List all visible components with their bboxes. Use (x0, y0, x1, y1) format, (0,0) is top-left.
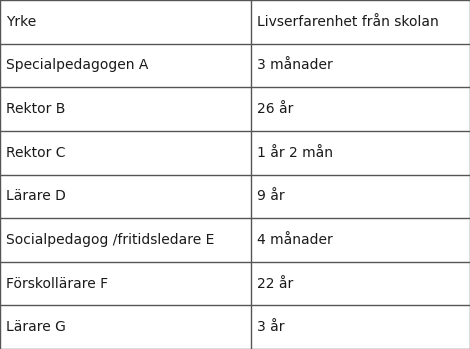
Text: 3 år: 3 år (257, 320, 285, 334)
Text: Specialpedagogen A: Specialpedagogen A (6, 58, 148, 73)
Text: Livserfarenhet från skolan: Livserfarenhet från skolan (257, 15, 439, 29)
Text: Socialpedagog /fritidsledare E: Socialpedagog /fritidsledare E (6, 233, 214, 247)
Text: Lärare G: Lärare G (6, 320, 65, 334)
Text: Rektor B: Rektor B (6, 102, 65, 116)
Text: 4 månader: 4 månader (257, 233, 333, 247)
Text: 26 år: 26 år (257, 102, 293, 116)
Text: Förskollärare F: Förskollärare F (6, 276, 108, 291)
Text: 1 år 2 mån: 1 år 2 mån (257, 146, 333, 160)
Text: 22 år: 22 år (257, 276, 293, 291)
Text: Yrke: Yrke (6, 15, 36, 29)
Text: Rektor C: Rektor C (6, 146, 65, 160)
Text: Lärare D: Lärare D (6, 189, 65, 203)
Text: 3 månader: 3 månader (257, 58, 333, 73)
Text: 9 år: 9 år (257, 189, 285, 203)
